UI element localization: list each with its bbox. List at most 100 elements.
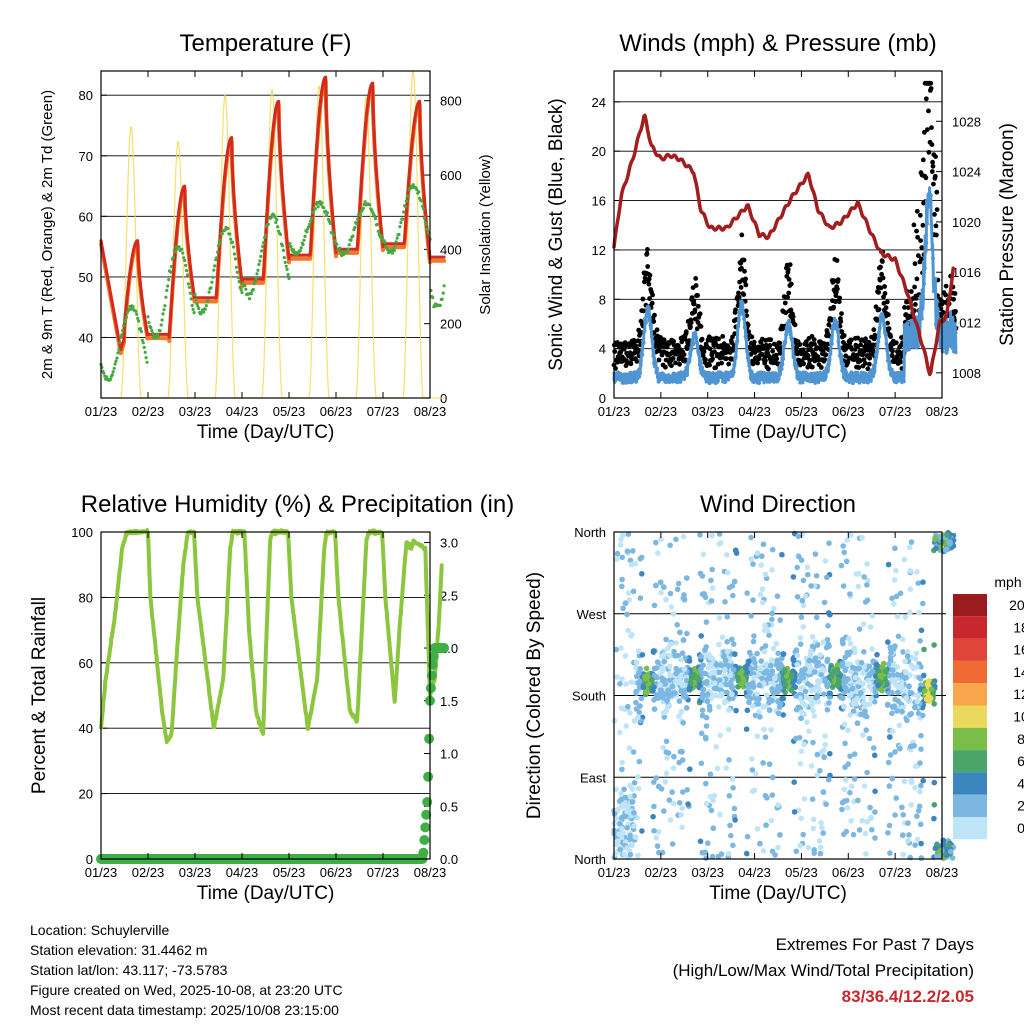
wind-point [707,381,712,386]
direction-point [817,844,824,851]
direction-point [817,850,824,857]
direction-point [834,662,841,668]
dewpoint-point [232,252,237,256]
humidity-ytick-label: 100 [71,525,93,540]
gust-point [741,292,747,297]
direction-point [759,586,766,592]
wind-point [822,369,827,374]
wind-point [916,344,920,349]
wind-point [689,346,694,351]
direction-point [628,679,635,686]
dewpoint-point [203,307,207,311]
direction-point [912,704,918,711]
direction-point [907,609,913,616]
direction-point [903,674,909,681]
winds-title: Winds (mph) & Pressure (mb) [619,30,936,57]
direction-point [706,703,713,710]
direction-point [660,694,666,701]
dewpoint-point [122,324,126,328]
direction-point [816,838,823,844]
direction-point [769,546,776,553]
gust-point [934,207,940,213]
dewpoint-point [247,297,252,301]
direction-point [869,613,876,619]
direction-point [807,695,814,702]
dewpoint-point [236,276,240,280]
direction-point [874,651,880,658]
wind-point [950,325,955,330]
dewpoint-point [255,272,259,276]
direction-point [932,535,939,541]
direction-point [760,760,766,766]
gust-point [841,333,847,338]
temperature-xtick-label: 06/23 [320,404,353,419]
direction-point [920,600,926,607]
wind-point [739,308,744,313]
wind-point [953,330,958,335]
direction-point [908,662,915,669]
dewpoint-point [421,207,425,211]
dewpoint-point [235,270,239,274]
direction-point [627,832,633,839]
direction-point [770,690,777,697]
humidity-ytick-label: 20 [79,787,93,802]
direction-point [623,681,629,687]
dewpoint-point [420,204,425,208]
dewpoint-point [209,286,213,290]
direction-point [809,634,816,640]
direction-point [754,650,760,657]
direction-point [779,551,785,558]
dewpoint-point [159,323,163,327]
direction-point [841,721,848,727]
gust-point [683,357,688,363]
dewpoint-point [140,338,144,342]
direction-point [914,836,921,843]
direction-point [917,638,923,644]
dewpoint-point [285,267,289,271]
direction-point [791,677,798,683]
direction-point [797,685,804,692]
direction-point [903,695,910,701]
direction-point [713,685,720,692]
direction-point [798,748,805,755]
direction-ytick-label: East [580,770,606,785]
dewpoint-point [442,284,446,288]
direction-point [889,710,895,717]
direction-point [864,819,870,825]
wind-point [885,348,890,353]
gust-point [863,336,868,342]
direction-point [762,734,769,740]
direction-point [908,779,915,786]
direction-point [762,792,769,799]
direction-point [897,590,904,597]
direction-point [669,691,675,698]
gust-point [645,264,651,269]
gust-point [862,360,868,366]
wind-point [918,311,923,316]
dewpoint-point [210,280,214,284]
direction-point [921,646,927,653]
direction-point [869,827,875,833]
direction-frame [613,531,943,860]
direction-point [931,642,937,648]
gust-point [835,286,840,292]
direction-point [722,599,728,605]
gust-point [858,342,864,348]
direction-title: Wind Direction [700,491,856,518]
direction-point [775,710,782,717]
direction-point [660,666,667,672]
direction-point [697,570,704,577]
direction-point [835,677,842,683]
direction-point [707,771,714,777]
direction-point [825,623,831,629]
direction-point [906,544,913,551]
direction-point [805,844,812,851]
gust-point [612,349,618,354]
rain-point [439,643,450,653]
winds-ytick-label: 8 [599,292,606,307]
wind-point [616,370,621,375]
gust-point [809,364,815,370]
direction-point [655,550,661,556]
direction-point [750,561,756,567]
gust-point [856,365,862,370]
